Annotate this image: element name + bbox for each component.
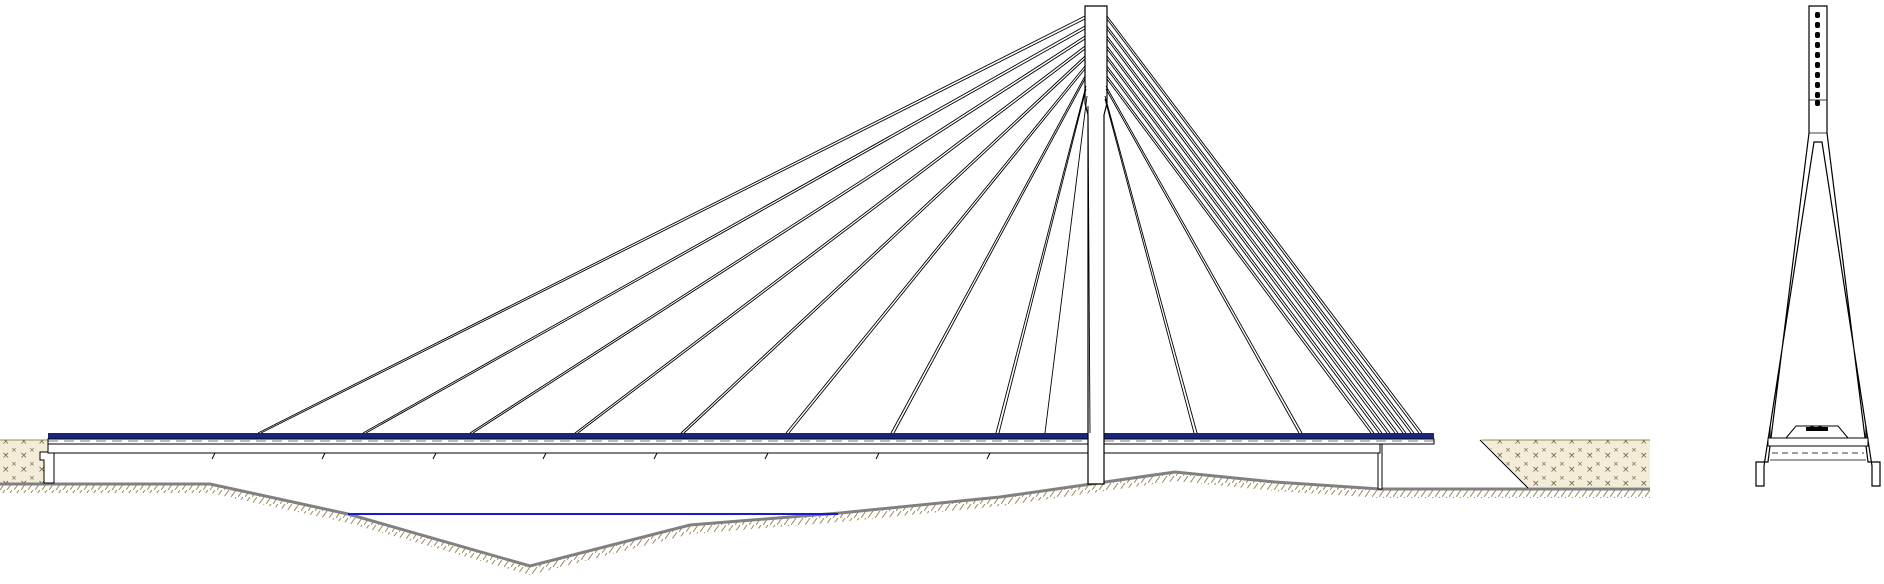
left-span-cables xyxy=(257,15,1091,434)
elevation-view xyxy=(0,5,1650,575)
left-embankment-fill xyxy=(0,440,48,484)
right-span-cables xyxy=(1104,15,1423,434)
pylon-cross-section xyxy=(1755,5,1881,487)
ground-profile xyxy=(0,470,1650,568)
ground-hatch xyxy=(0,472,1650,575)
right-embankment-fill xyxy=(1482,440,1650,487)
bridge-deck xyxy=(47,433,1435,460)
pylon xyxy=(1084,5,1108,485)
cable-anchor-bolts xyxy=(1815,12,1820,106)
deck-cross-section xyxy=(1767,425,1869,461)
right-slope-line xyxy=(1479,439,1529,489)
